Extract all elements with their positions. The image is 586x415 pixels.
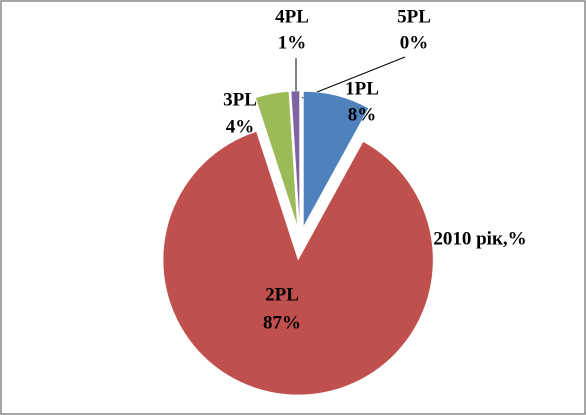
slice-value-label: 87% — [263, 312, 301, 333]
chart-title: 2010 рік,% — [433, 228, 526, 249]
pie-slice — [255, 91, 298, 227]
pie-slice — [290, 90, 300, 227]
slice-value-label: 8% — [348, 104, 377, 125]
slice-label: 1PL — [345, 78, 379, 99]
pie-slice — [162, 131, 434, 396]
leader-line — [301, 56, 406, 99]
slice-label: 4PL — [275, 6, 309, 27]
slice-value-label: 4% — [226, 116, 255, 137]
slice-label: 3PL — [223, 89, 257, 110]
slice-label: 5PL — [397, 6, 431, 27]
slice-value-label: 1% — [278, 32, 307, 53]
slice-label: 2PL — [265, 284, 299, 305]
pie-slice — [303, 91, 369, 227]
slice-value-label: 0% — [400, 32, 429, 53]
